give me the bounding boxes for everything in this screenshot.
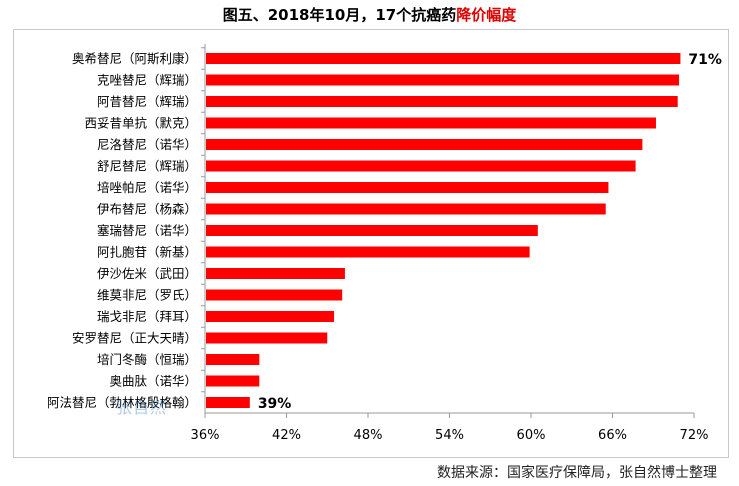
category-label: 培唑帕尼（诺华）: [97, 180, 197, 195]
bar: [206, 268, 345, 279]
source-note: 数据来源：国家医疗保障局，张自然博士整理: [437, 465, 717, 481]
category-label: 培门冬酶（恒瑞）: [97, 352, 197, 367]
category-label: 瑞戈非尼（拜耳）: [97, 309, 197, 324]
bar: [206, 354, 260, 365]
chart-frame: [13, 29, 729, 458]
category-label: 奥希替尼（阿斯利康）: [72, 51, 197, 66]
bar: [206, 53, 681, 64]
category-label: 克唑替尼（辉瑞）: [97, 73, 197, 88]
bar: [206, 117, 656, 129]
category-label: 奥曲肽（诺华）: [109, 374, 197, 389]
category-label: 维莫非尼（罗氏）: [97, 288, 197, 303]
category-label: 西妥昔单抗（默克）: [84, 116, 197, 131]
data-label: 71%: [688, 52, 722, 68]
category-label: 阿扎胞苷（新基）: [97, 245, 197, 260]
x-tick-label: 48%: [354, 428, 383, 443]
bar: [206, 332, 328, 344]
bar: [206, 375, 260, 387]
bar: [206, 203, 606, 215]
bar: [206, 246, 530, 258]
bar: [206, 74, 680, 86]
category-label: 舒尼替尼（辉瑞）: [97, 159, 197, 174]
bar: [206, 289, 343, 301]
category-label: 伊布替尼（杨森）: [97, 202, 197, 217]
bar: [206, 160, 636, 172]
category-label: 阿昔替尼（辉瑞）: [97, 94, 197, 109]
x-tick-label: 54%: [435, 428, 464, 443]
chart-title-accent: 降价幅度: [456, 6, 517, 24]
category-label: 塞瑞替尼（诺华）: [97, 223, 197, 238]
x-tick-label: 42%: [272, 428, 301, 443]
category-label: 安罗替尼（正大天晴）: [72, 331, 197, 346]
bar: [206, 182, 609, 193]
chart-title: 图五、2018年10月，17个抗癌药降价幅度: [0, 4, 739, 25]
bar: [206, 139, 643, 150]
bar: [206, 311, 335, 322]
category-label: 尼洛替尼（诺华）: [97, 137, 197, 152]
x-tick-label: 36%: [191, 428, 220, 443]
data-label: 39%: [258, 396, 292, 412]
chart-title-main: 图五、2018年10月，17个抗癌药: [222, 6, 457, 24]
bar: [206, 225, 538, 236]
bar: [206, 397, 250, 408]
bar: [206, 96, 678, 107]
category-label: 阿法替尼（勃林格殷格翰）: [47, 395, 197, 410]
watermark: 张自然: [116, 398, 168, 417]
x-tick-label: 72%: [680, 428, 709, 443]
x-tick-label: 60%: [517, 428, 546, 443]
x-tick-label: 66%: [598, 428, 627, 443]
category-label: 伊沙佐米（武田）: [97, 266, 197, 281]
